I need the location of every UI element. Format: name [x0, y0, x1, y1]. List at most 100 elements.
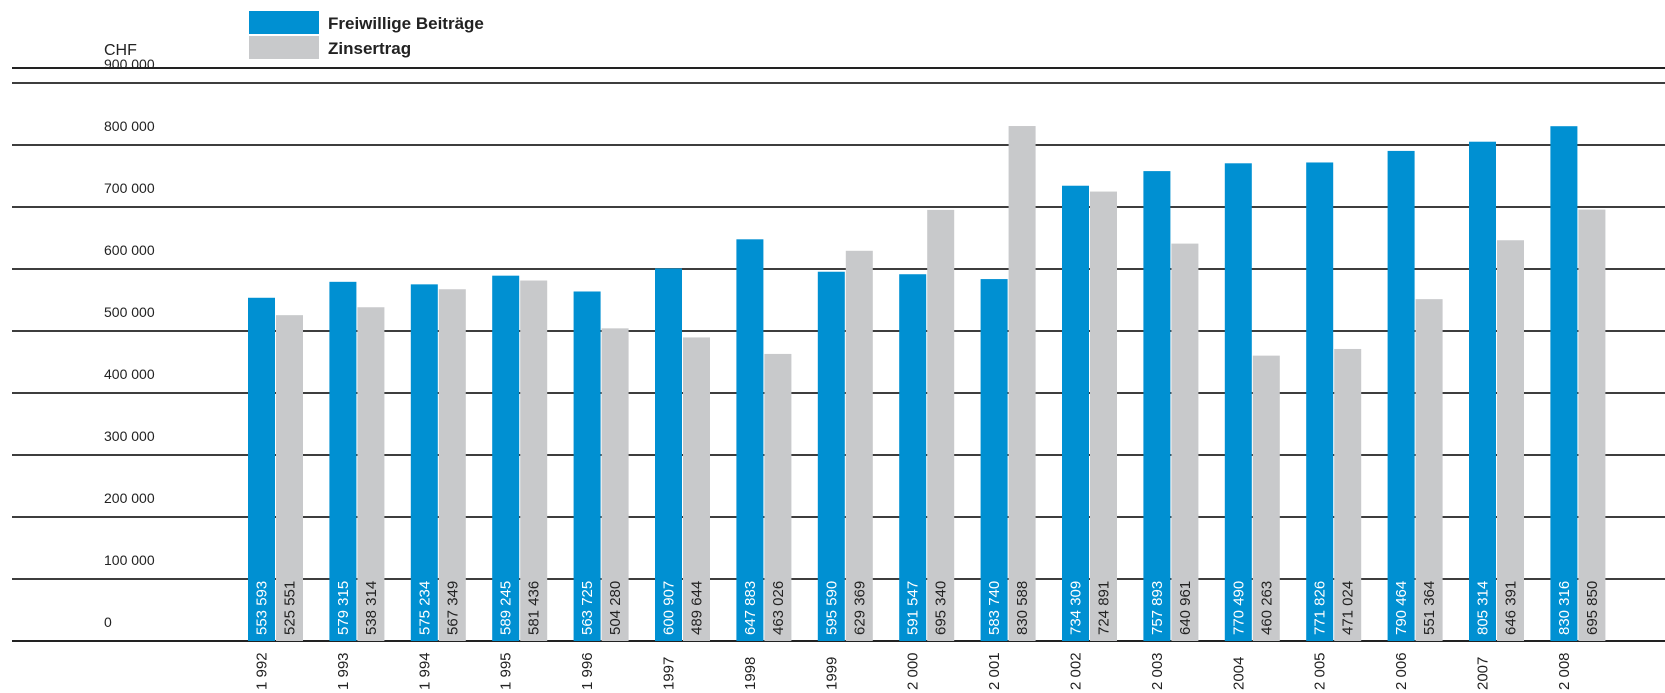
bar-value-label: 583 740	[986, 581, 1003, 635]
bar-zinsertrag	[520, 280, 548, 641]
bar-value-label: 471 024	[1340, 581, 1357, 635]
bar-freiwillige-beitraege	[980, 279, 1008, 641]
bar-zinsertrag	[1171, 243, 1199, 641]
bar-value-label: 489 644	[689, 581, 706, 635]
x-tick-label: 1997	[661, 657, 678, 690]
y-tick-label: 500 000	[104, 304, 155, 320]
x-tick-label: 1 994	[416, 652, 433, 690]
bar-freiwillige-beitraege	[1224, 163, 1252, 641]
y-tick-label: 600 000	[104, 242, 155, 258]
bar-freiwillige-beitraege	[1306, 162, 1334, 641]
x-tick-label: 2 003	[1149, 652, 1166, 690]
y-tick-label: 700 000	[104, 180, 155, 196]
bar-zinsertrag	[357, 307, 385, 641]
bar-value-label: 504 280	[607, 581, 624, 635]
bar-zinsertrag	[927, 209, 955, 641]
bar-freiwillige-beitraege	[329, 281, 357, 641]
x-tick-label: 1 996	[579, 652, 596, 690]
bar-value-label: 575 234	[416, 581, 433, 635]
y-tick-label: 900 000	[104, 56, 155, 72]
y-tick-label: 300 000	[104, 428, 155, 444]
x-tick-label: 1999	[823, 657, 840, 690]
bar-zinsertrag	[1415, 299, 1443, 641]
bar-value-label: 695 850	[1584, 581, 1601, 635]
y-tick-label: 0	[104, 614, 112, 630]
bar-freiwillige-beitraege	[573, 291, 601, 641]
legend-label-freiwillige-beitraege: Freiwillige Beiträge	[328, 14, 484, 33]
x-tick-label: 1 993	[335, 652, 352, 690]
bar-value-label: 770 490	[1230, 581, 1247, 635]
y-tick-label: 400 000	[104, 366, 155, 382]
bar-freiwillige-beitraege	[817, 271, 845, 641]
bar-value-label: 567 349	[444, 581, 461, 635]
x-tick-label: 1998	[742, 657, 759, 690]
x-tick-label: 2 005	[1312, 652, 1329, 690]
bar-value-label: 805 314	[1475, 581, 1492, 635]
x-tick-label: 2 002	[1068, 652, 1085, 690]
bar-zinsertrag	[438, 289, 466, 641]
bar-zinsertrag	[845, 250, 873, 642]
bar-value-label: 579 315	[335, 581, 352, 635]
bar-freiwillige-beitraege	[410, 284, 438, 641]
bar-value-label: 640 961	[1177, 581, 1194, 635]
bar-freiwillige-beitraege	[736, 239, 764, 641]
bar-freiwillige-beitraege	[1550, 126, 1578, 641]
bar-zinsertrag	[1090, 191, 1117, 642]
bar-value-label: 538 314	[363, 581, 380, 635]
legend-label-zinsertrag: Zinsertrag	[328, 39, 411, 58]
y-axis-tick-labels: 0 100 000 200 000 300 000 400 000 500 000 600 …	[104, 56, 155, 630]
bar-value-label: 771 826	[1312, 581, 1329, 635]
bar-value-label: 551 364	[1421, 581, 1438, 635]
bar-freiwillige-beitraege	[1062, 185, 1089, 641]
bar-value-label: 790 464	[1393, 581, 1410, 635]
bar-zinsertrag	[764, 353, 792, 641]
bar-zinsertrag	[1252, 355, 1280, 641]
bar-value-label: 595 590	[823, 581, 840, 635]
y-tick-label: 100 000	[104, 552, 155, 568]
bar-zinsertrag	[276, 315, 303, 641]
bar-freiwillige-beitraege	[899, 274, 927, 641]
bar-value-label: 589 245	[498, 581, 515, 635]
legend-swatch-zinsertrag	[249, 36, 319, 59]
bar-value-label: 724 891	[1096, 581, 1113, 635]
x-axis-tick-labels: 1 992 1 993 1 994 1 995 1 996 1997 1998 1999 2 0…	[254, 652, 1573, 690]
bar-freiwillige-beitraege	[492, 275, 520, 641]
bar-value-label: 460 263	[1258, 581, 1275, 635]
bar-freiwillige-beitraege	[655, 268, 682, 641]
bar-value-label: 757 893	[1149, 581, 1166, 635]
bar-value-label: 553 593	[254, 581, 271, 635]
bar-zinsertrag	[1008, 126, 1036, 641]
x-tick-label: 2 001	[986, 652, 1003, 690]
x-tick-label: 2 000	[905, 652, 922, 690]
bar-value-label: 591 547	[905, 581, 922, 635]
bar-value-label: 830 588	[1014, 581, 1031, 635]
bar-zinsertrag	[1334, 348, 1362, 641]
bar-zinsertrag	[1497, 240, 1524, 641]
bar-zinsertrag	[683, 337, 710, 641]
x-tick-label: 2 006	[1393, 652, 1410, 690]
bars: 553 593 525 551 579 315 538 314 575 234 567 3…	[248, 126, 1606, 642]
bar-freiwillige-beitraege	[1469, 141, 1496, 641]
y-axis-unit-label: CHF	[104, 42, 137, 59]
bar-value-label: 830 316	[1556, 581, 1573, 635]
x-tick-label: 1 992	[254, 652, 271, 690]
bar-value-label: 600 907	[661, 581, 678, 635]
bar-value-label: 581 436	[526, 581, 543, 635]
bar-freiwillige-beitraege	[1387, 150, 1415, 641]
x-tick-label: 1 995	[498, 652, 515, 690]
bar-value-label: 646 391	[1503, 581, 1520, 635]
y-tick-label: 800 000	[104, 118, 155, 134]
bar-value-label: 695 340	[933, 581, 950, 635]
y-tick-label: 200 000	[104, 490, 155, 506]
bar-value-label: 647 883	[742, 581, 759, 635]
legend: Freiwillige Beiträge Zinsertrag	[249, 11, 484, 59]
bar-value-label: 525 551	[282, 581, 299, 635]
bar-value-label: 563 725	[579, 581, 596, 635]
bar-zinsertrag	[1578, 209, 1606, 641]
bar-freiwillige-beitraege	[1143, 171, 1171, 642]
x-tick-label: 2004	[1230, 657, 1247, 690]
bar-value-label: 463 026	[770, 581, 787, 635]
bar-freiwillige-beitraege	[248, 297, 275, 641]
bar-value-label: 734 309	[1068, 581, 1085, 635]
